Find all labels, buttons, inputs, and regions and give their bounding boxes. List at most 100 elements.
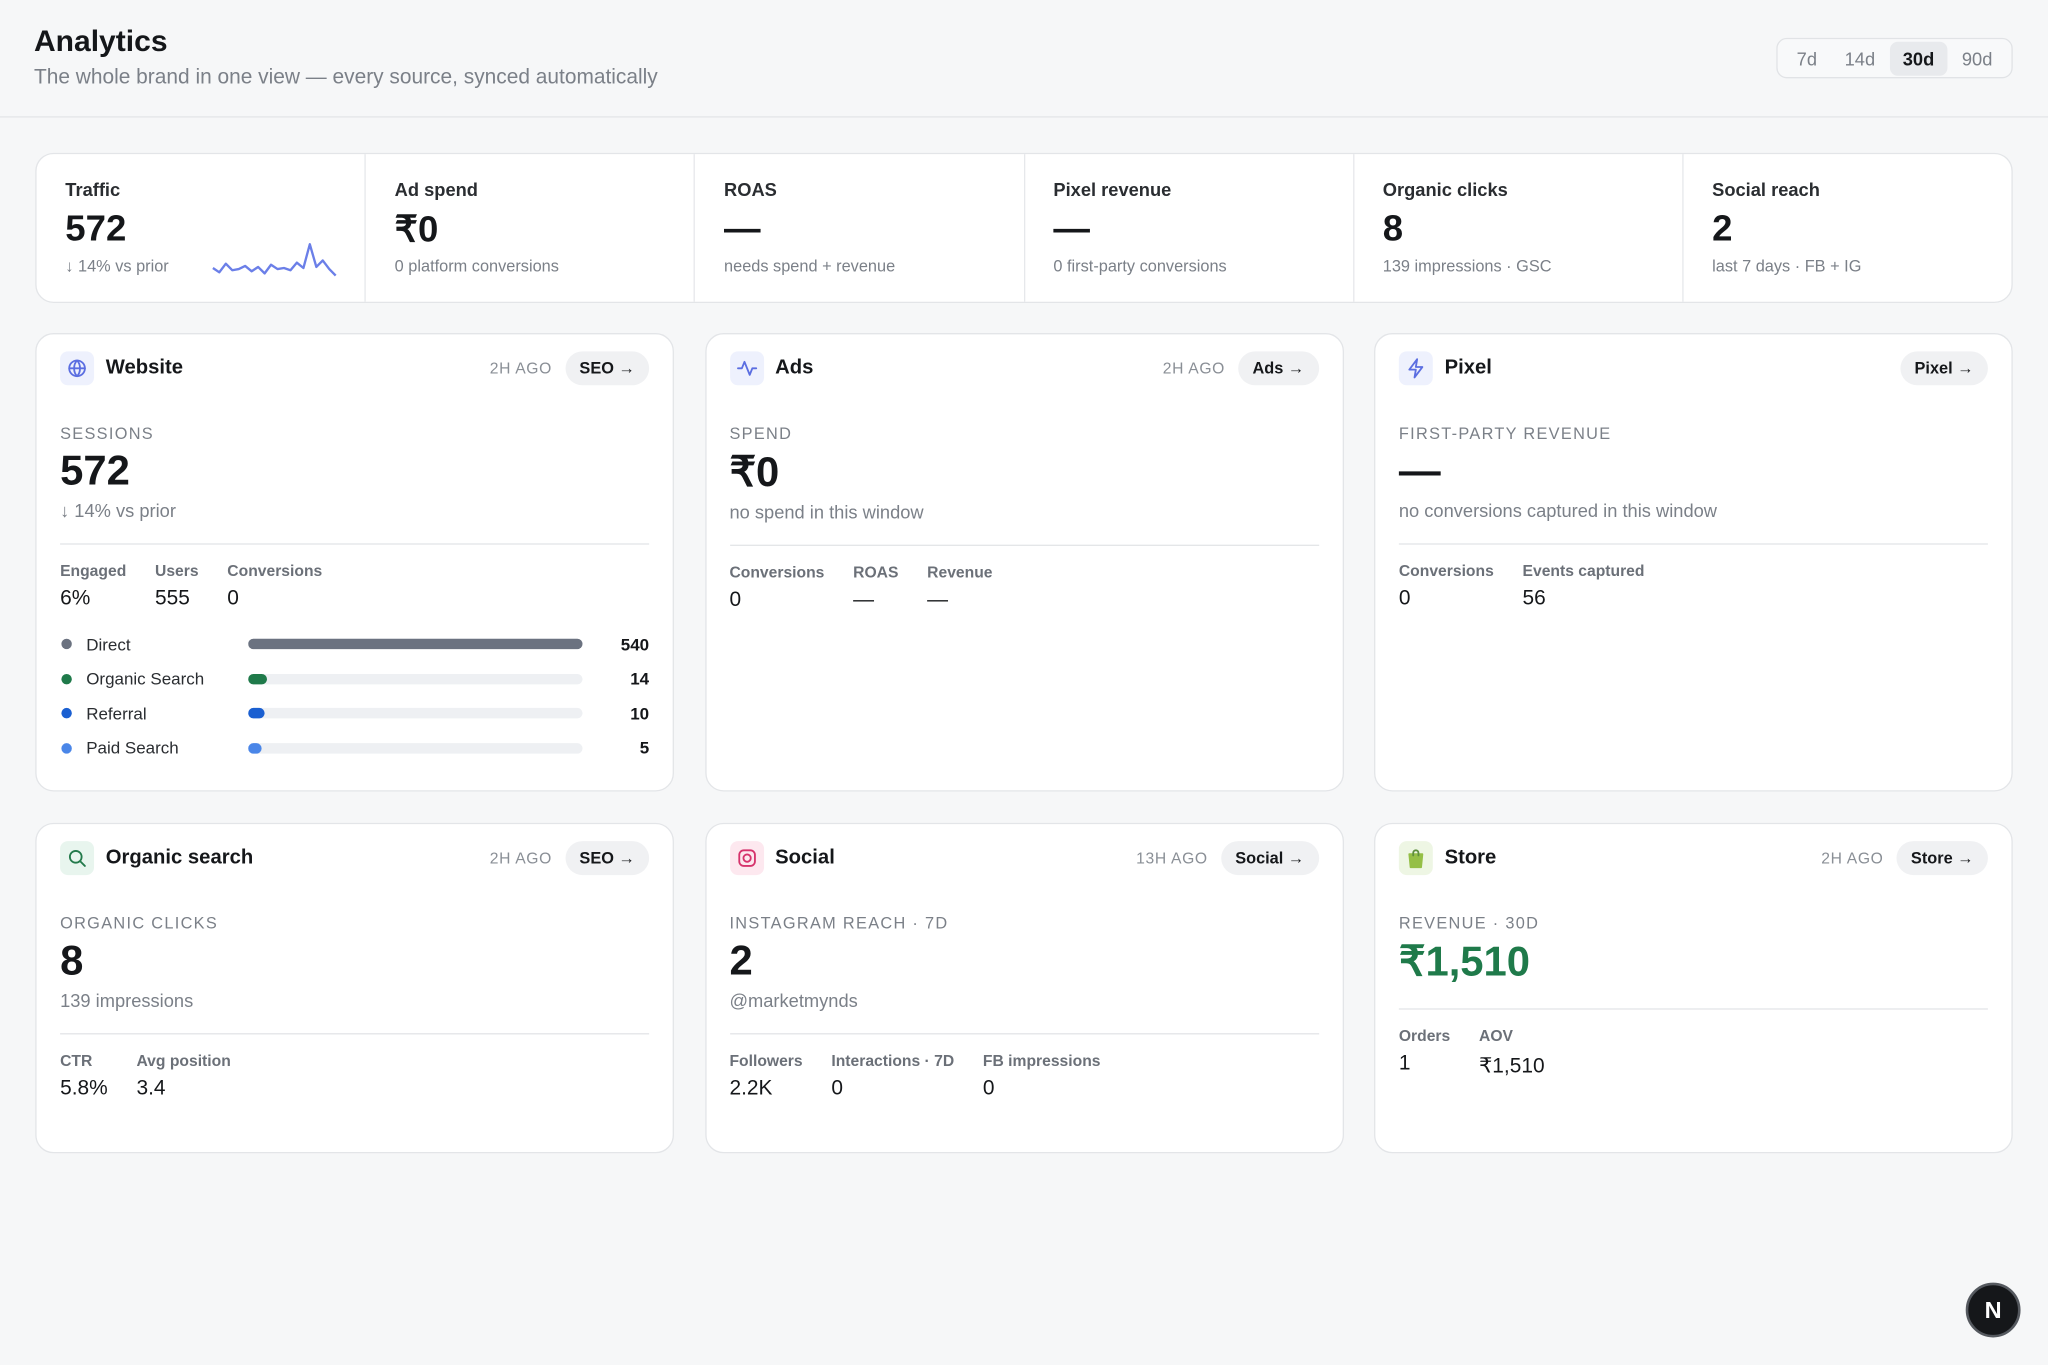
- card-title: Organic search: [105, 846, 254, 869]
- channel-row: Organic Search 14: [60, 662, 649, 697]
- stat: Conversions 0: [729, 563, 824, 613]
- card-header: Store 2H AGO Store →: [1398, 841, 1988, 876]
- stat-value: ₹1,510: [1478, 1055, 1545, 1078]
- sparkline-line: [212, 243, 337, 277]
- kpi-label: Social reach: [1712, 178, 1820, 200]
- metric-note: ↓ 14% vs prior: [60, 500, 176, 522]
- stats: Conversions 0 ROAS — Revenue —: [729, 563, 1318, 613]
- card-header: Organic search 2H AGO SEO →: [60, 841, 650, 876]
- icon-shape: [737, 849, 756, 867]
- stat: FB impressions 0: [983, 1051, 1101, 1101]
- icon-shape: [68, 359, 86, 378]
- stat: AOV ₹1,510: [1479, 1027, 1545, 1079]
- divider: [729, 1033, 1319, 1035]
- range-tab[interactable]: 90d: [1961, 47, 1993, 69]
- channel-bar: [248, 742, 583, 754]
- kpi: Organic clicks 8 139 impressions · GSC: [1352, 154, 1682, 302]
- card-updated: 2H AGO: [1821, 848, 1884, 868]
- stat-label: Followers: [729, 1051, 803, 1070]
- kpi: Traffic 572 ↓ 14% vs prior: [37, 154, 365, 302]
- source-card: Website 2H AGO SEO → SESSIONS 572 ↓ 14% vs pr…: [35, 333, 674, 792]
- metric-value: 2: [729, 936, 753, 984]
- stat-label: Conversions: [729, 562, 825, 582]
- stat: Conversions 0: [227, 562, 322, 612]
- channel-name: Referral: [86, 703, 147, 724]
- metric-note: 139 impressions: [60, 990, 194, 1011]
- card-icon: [60, 841, 95, 876]
- stat-label: Conversions: [227, 561, 323, 580]
- stat-label: Users: [154, 561, 199, 580]
- divider: [60, 543, 650, 545]
- icon-shape: [1408, 853, 1424, 869]
- metric-label: SESSIONS: [60, 424, 155, 443]
- kpi-strip: Traffic 572 ↓ 14% vs prior Ad spend ₹0 0 plat…: [35, 152, 2013, 304]
- channel-name: Direct: [86, 634, 131, 655]
- kpi-note: 139 impressions · GSC: [1382, 257, 1552, 276]
- card-title: Website: [105, 356, 184, 379]
- card-action[interactable]: SEO →: [565, 841, 650, 876]
- range-tab[interactable]: 30d: [1889, 41, 1948, 76]
- stat-label: AOV: [1478, 1026, 1513, 1045]
- stat: Interactions · 7D 0: [831, 1051, 954, 1101]
- channel-row: Direct 540: [60, 627, 649, 662]
- metric-note: no spend in this window: [729, 501, 924, 523]
- stat-value: 0: [1398, 587, 1411, 610]
- kpi-note: 0 platform conversions: [394, 257, 559, 276]
- stat-value: 0: [227, 587, 239, 610]
- source-card: Organic search 2H AGO SEO → ORGANIC CLICKS 8…: [35, 822, 674, 1154]
- channel-dot: [61, 708, 72, 719]
- range-tab[interactable]: 7d: [1796, 47, 1817, 69]
- stat-label: Orders: [1398, 1026, 1451, 1045]
- kpi-label: Traffic: [65, 178, 121, 200]
- card-title: Ads: [775, 356, 814, 379]
- icon-shape: [1408, 358, 1424, 379]
- icon-shape: [736, 360, 757, 376]
- kpi: Pixel revenue — 0 first-party conversions: [1023, 154, 1352, 302]
- stat-value: 0: [729, 589, 742, 612]
- stat-label: FB impressions: [982, 1051, 1101, 1070]
- stat: CTR 5.8%: [60, 1051, 108, 1101]
- stats: CTR 5.8% Avg position 3.4: [60, 1051, 649, 1101]
- stat-label: Events captured: [1522, 561, 1645, 580]
- range-tab[interactable]: 14d: [1844, 47, 1876, 69]
- stat-value: 1: [1398, 1052, 1411, 1075]
- metric-label: INSTAGRAM REACH · 7D: [729, 914, 949, 933]
- stat-label: Engaged: [60, 561, 127, 580]
- kpi-label: Ad spend: [394, 178, 478, 200]
- kpi-note: 0 first-party conversions: [1053, 257, 1227, 276]
- card-action[interactable]: Social →: [1220, 841, 1319, 876]
- stat: Avg position 3.4: [136, 1051, 230, 1101]
- stat-label: Conversions: [1398, 561, 1494, 580]
- channel-name: Organic Search: [86, 669, 205, 689]
- stat: ROAS —: [853, 563, 898, 613]
- kpi: Ad spend ₹0 0 platform conversions: [364, 154, 694, 302]
- divider: [1398, 543, 1988, 545]
- icon: [736, 360, 757, 376]
- sparkline: [212, 243, 337, 277]
- card-header: Pixel Pixel →: [1398, 351, 1988, 386]
- card-action[interactable]: Store →: [1896, 841, 1988, 876]
- card-icon: [729, 351, 764, 386]
- kpi-value: ₹0: [394, 208, 439, 250]
- metric-value: 8: [60, 936, 84, 984]
- card-action[interactable]: Ads →: [1238, 351, 1319, 386]
- stat-label: Interactions · 7D: [831, 1051, 955, 1070]
- card-action[interactable]: Pixel →: [1900, 351, 1988, 386]
- stat: Orders 1: [1399, 1027, 1450, 1079]
- card-action[interactable]: SEO →: [565, 351, 650, 386]
- metric-note: @marketmynds: [729, 990, 858, 1011]
- card-header: Social 13H AGO Social →: [729, 841, 1319, 876]
- stats: Orders 1 AOV ₹1,510: [1399, 1027, 1988, 1079]
- channel-bar: [248, 673, 583, 685]
- floating-badge[interactable]: N: [1965, 1282, 2021, 1338]
- card-title: Social: [775, 846, 835, 869]
- page-title: Analytics: [33, 23, 168, 58]
- icon: [68, 359, 86, 378]
- kpi-value: 2: [1712, 207, 1733, 249]
- metric-value: —: [1398, 446, 1441, 494]
- kpi-value: —: [724, 207, 761, 249]
- channel-bar: [248, 708, 583, 719]
- kpi: ROAS — needs spend + revenue: [693, 154, 1023, 302]
